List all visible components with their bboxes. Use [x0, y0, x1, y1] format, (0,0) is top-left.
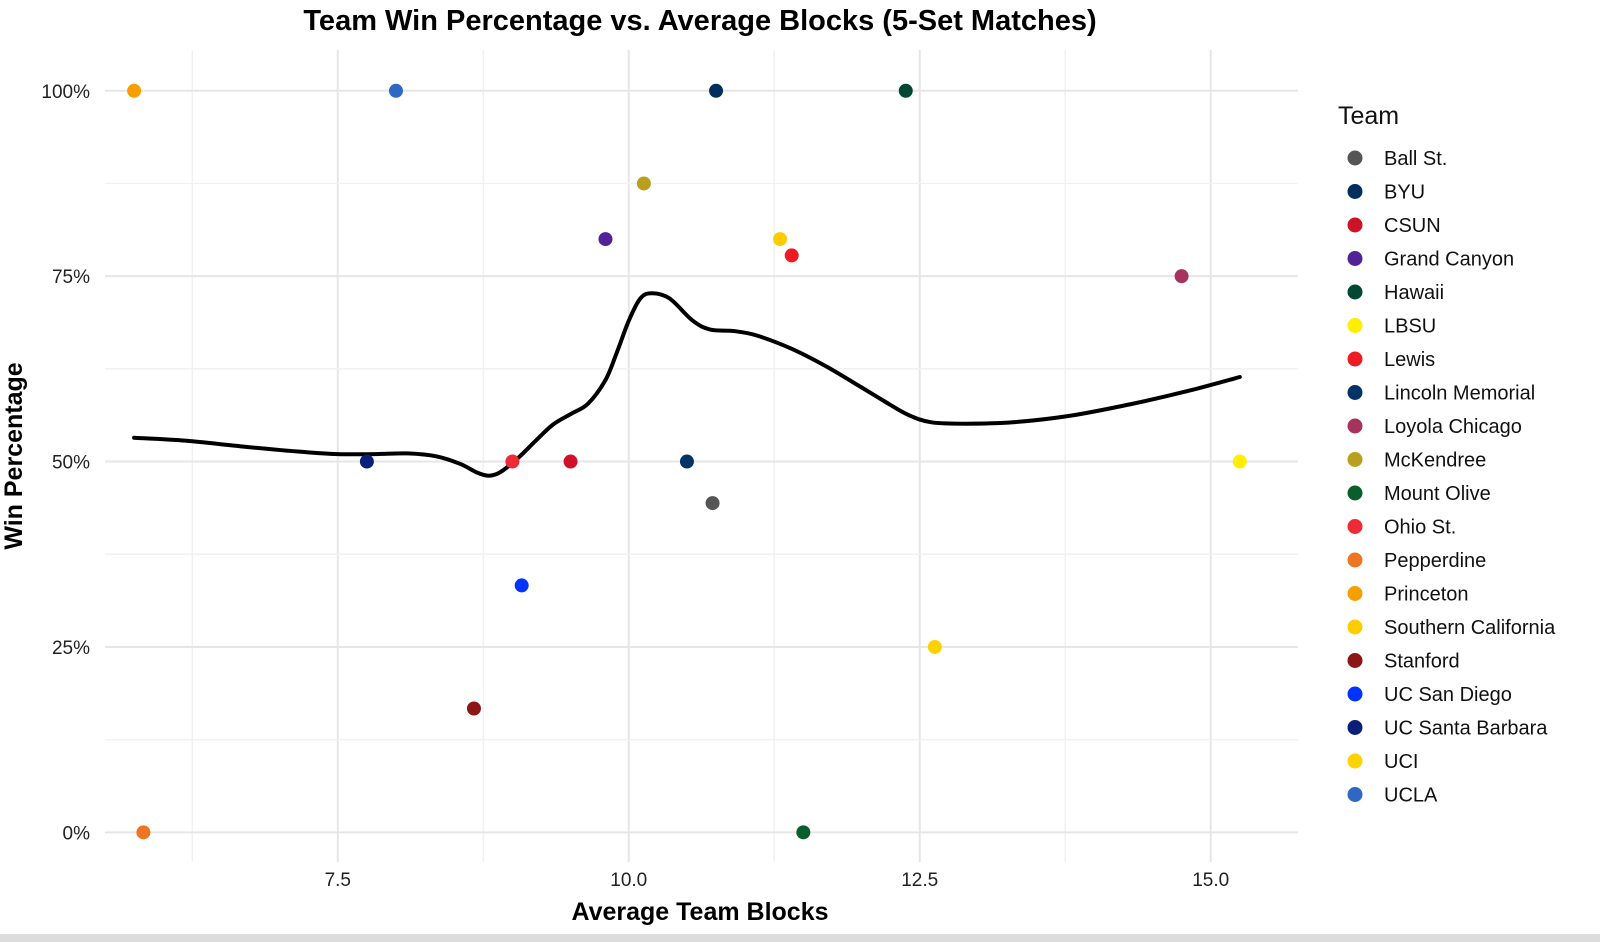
y-tick-label: 0%	[63, 823, 91, 844]
data-point	[705, 496, 720, 511]
data-point	[784, 248, 799, 263]
legend-label: Mount Olive	[1384, 483, 1491, 505]
legend-key	[1347, 753, 1363, 769]
legend-label: UCI	[1384, 751, 1418, 773]
data-point	[898, 83, 913, 98]
legend-key	[1347, 284, 1363, 300]
y-tick-label: 25%	[52, 638, 90, 659]
data-point	[927, 639, 942, 654]
data-point	[773, 232, 788, 247]
data-point	[127, 83, 142, 98]
legend-label: LBSU	[1384, 316, 1436, 338]
legend-key	[1347, 485, 1363, 501]
x-tick-labels: 7.5 10.0 12.5 15.0	[325, 870, 1230, 891]
legend-key	[1347, 720, 1363, 735]
y-axis-title: Win Percentage	[0, 362, 28, 549]
legend: Team Ball St. BYU CSUN Grand Canyon Hawaii LB…	[1338, 102, 1556, 807]
legend-items: Ball St. BYU CSUN Grand Canyon Hawaii LBSU Lew…	[1347, 148, 1556, 807]
data-point	[563, 454, 578, 469]
legend-key	[1347, 653, 1363, 668]
y-tick-label: 50%	[52, 453, 90, 474]
data-point	[598, 232, 613, 247]
points-layer	[127, 83, 1247, 840]
legend-key	[1347, 787, 1363, 802]
x-tick-label: 10.0	[610, 870, 647, 891]
legend-label: Grand Canyon	[1384, 249, 1514, 271]
legend-label: Southern California	[1384, 617, 1556, 639]
legend-key	[1347, 552, 1363, 568]
legend-key	[1347, 418, 1363, 434]
legend-key	[1347, 251, 1363, 266]
y-tick-labels: 0% 25% 50% 75% 100%	[41, 82, 90, 845]
legend-label: Ball St.	[1384, 148, 1447, 170]
data-point	[1174, 269, 1189, 284]
legend-label: BYU	[1384, 182, 1425, 204]
data-point	[709, 83, 724, 98]
legend-key	[1347, 385, 1363, 400]
window-bottom-edge	[0, 934, 1600, 942]
legend-label: Pepperdine	[1384, 550, 1486, 572]
data-point	[388, 83, 403, 98]
grid	[105, 50, 1298, 862]
x-tick-label: 7.5	[325, 870, 351, 891]
legend-label: Loyola Chicago	[1384, 416, 1522, 438]
data-point	[679, 454, 694, 469]
legend-label: Princeton	[1384, 584, 1469, 606]
data-point	[505, 454, 520, 469]
data-point	[796, 825, 811, 840]
x-axis-title: Average Team Blocks	[571, 898, 828, 926]
legend-label: Ohio St.	[1384, 517, 1456, 539]
legend-label: CSUN	[1384, 215, 1441, 237]
legend-key	[1347, 686, 1363, 702]
legend-label: Stanford	[1384, 651, 1460, 673]
legend-label: UC Santa Barbara	[1384, 718, 1548, 740]
legend-key	[1347, 586, 1363, 601]
legend-label: Hawaii	[1384, 282, 1444, 304]
legend-label: UCLA	[1384, 785, 1438, 807]
legend-title: Team	[1338, 102, 1399, 130]
legend-key	[1347, 150, 1363, 166]
data-point	[136, 825, 151, 840]
data-point	[1232, 454, 1247, 469]
legend-key	[1347, 217, 1363, 233]
trend-line	[132, 291, 1242, 478]
legend-label: Lincoln Memorial	[1384, 383, 1535, 405]
chart-title: Team Win Percentage vs. Average Blocks (…	[303, 5, 1096, 37]
legend-label: UC San Diego	[1384, 684, 1512, 706]
data-point	[636, 176, 651, 191]
trend-layer	[132, 291, 1242, 478]
x-tick-label: 12.5	[901, 870, 938, 891]
data-point	[359, 454, 374, 469]
legend-key	[1347, 452, 1363, 467]
x-tick-label: 15.0	[1192, 870, 1229, 891]
legend-key	[1347, 318, 1363, 333]
legend-key	[1347, 519, 1363, 534]
y-tick-label: 100%	[41, 82, 90, 103]
legend-label: Lewis	[1384, 349, 1435, 371]
legend-label: McKendree	[1384, 450, 1486, 472]
legend-key	[1347, 184, 1363, 199]
y-tick-label: 75%	[52, 267, 90, 288]
legend-key	[1347, 351, 1363, 367]
data-point	[514, 578, 529, 593]
data-point	[466, 701, 481, 716]
legend-key	[1347, 619, 1363, 635]
